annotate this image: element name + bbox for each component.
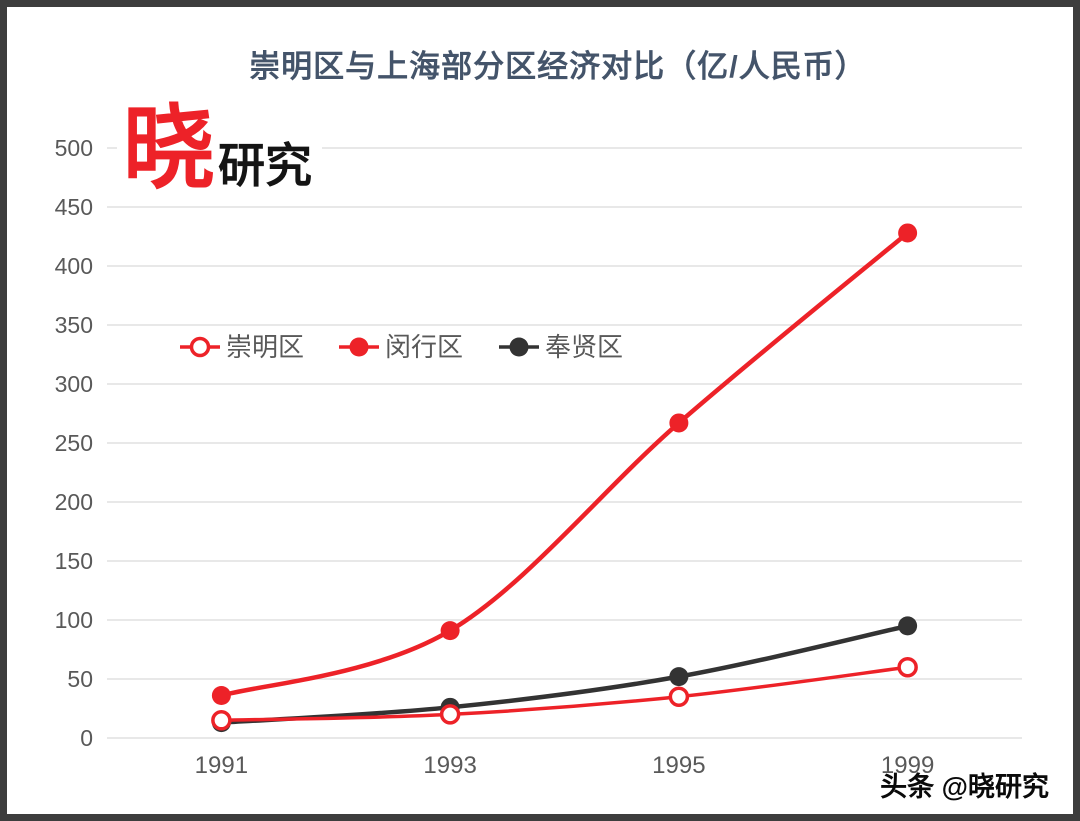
legend-marker-崇明区 [189,336,211,358]
x-tick-label: 1995 [652,752,705,779]
legend-label-闵行区: 闵行区 [385,332,463,362]
series-marker-奉贤区 [669,667,689,687]
legend-marker-闵行区 [349,337,369,357]
series-marker-闵行区 [898,223,918,243]
series-marker-奉贤区 [898,616,918,636]
series-marker-崇明区 [897,656,918,678]
line-chart: 0 50 100 150 200 250 300 350 400 450 500 1991 1993 19… [55,135,1022,779]
x-tick-label: 1999 [881,752,934,779]
y-tick-label: 50 [67,666,93,692]
series-marker-闵行区 [440,621,460,641]
series-marker-崇明区 [668,686,690,707]
legend-marker-奉贤区 [509,337,529,357]
series-line-崇明区 [219,665,910,723]
series-marker-崇明区 [211,710,232,731]
series-marker-闵行区 [211,686,231,706]
y-tick-label: 250 [55,430,93,456]
legend-label-奉贤区: 奉贤区 [545,332,623,362]
watermark-credit: 头条 @晓研究 [880,772,1049,802]
y-tick-label: 400 [55,253,93,279]
series-marker-闵行区 [669,413,689,433]
y-tick-label: 350 [55,312,93,338]
brand-logo-xiao: 晓 [123,95,216,202]
y-tick-label: 300 [55,371,93,397]
series-line-闵行区 [219,230,910,698]
y-tick-label: 500 [55,135,93,161]
series-marker-崇明区 [439,704,461,725]
y-tick-label: 200 [55,489,93,515]
y-tick-label: 100 [55,607,93,633]
chart-title: 崇明区与上海部分区经济对比（亿/人民币） [249,49,867,84]
y-tick-label: 0 [80,725,93,751]
legend-label-崇明区: 崇明区 [226,332,304,362]
y-tick-label: 450 [55,194,93,220]
y-tick-label: 150 [55,548,93,574]
x-tick-label: 1993 [423,752,476,779]
brand-logo-yanjiu: 研究 [218,139,313,194]
brand-logo: 晓 研究 [117,95,323,202]
x-tick-label: 1991 [195,752,248,779]
